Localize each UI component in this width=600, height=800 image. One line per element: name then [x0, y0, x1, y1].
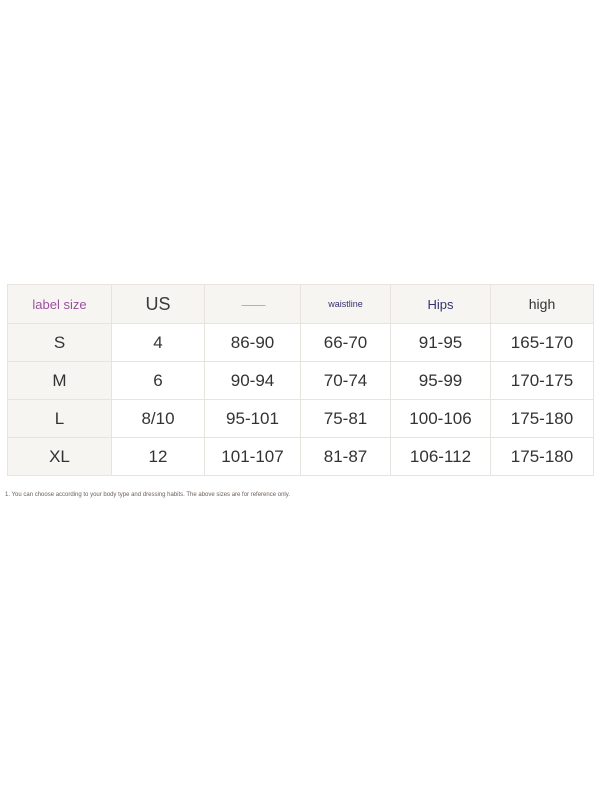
table-cell: 70-74 — [300, 361, 391, 400]
table-cell: 175-180 — [490, 399, 594, 438]
table-cell: 4 — [111, 323, 205, 362]
table-cell: 8/10 — [111, 399, 205, 438]
table-row-s: S 4 86-90 66-70 91-95 165-170 — [7, 323, 594, 362]
table-cell: 95-99 — [390, 361, 491, 400]
table-cell: 66-70 — [300, 323, 391, 362]
column-header-label-size: label size — [7, 284, 112, 324]
column-header-waistline: waistline — [300, 284, 391, 324]
dash-line: —— — [204, 284, 301, 324]
size-chart: label size US —— waistline Hips high S 4… — [7, 284, 594, 476]
table-cell: 170-175 — [490, 361, 594, 400]
table-cell: 100-106 — [390, 399, 491, 438]
row-header-cell: L — [7, 399, 112, 438]
header-row: label size US —— waistline Hips high — [7, 284, 594, 324]
table-row-xl: XL 12 101-107 81-87 106-112 175-180 — [7, 437, 594, 476]
table-cell: 12 — [111, 437, 205, 476]
table-row-l: L 8/10 95-101 75-81 100-106 175-180 — [7, 399, 594, 438]
table-cell: 86-90 — [204, 323, 301, 362]
table-cell: 6 — [111, 361, 205, 400]
table-cell: 95-101 — [204, 399, 301, 438]
column-header-hips: Hips — [390, 284, 491, 324]
table-cell: 101-107 — [204, 437, 301, 476]
table-cell: 90-94 — [204, 361, 301, 400]
table-cell: 175-180 — [490, 437, 594, 476]
footnote-text: 1. You can choose according to your body… — [5, 492, 290, 498]
size-chart-table: label size US —— waistline Hips high S 4… — [7, 284, 594, 476]
column-header-high: high — [490, 284, 594, 324]
row-header-cell: XL — [7, 437, 112, 476]
row-header-cell: M — [7, 361, 112, 400]
table-cell: 106-112 — [390, 437, 491, 476]
table-cell: 75-81 — [300, 399, 391, 438]
column-header-us: US — [111, 284, 205, 324]
table-cell: 81-87 — [300, 437, 391, 476]
table-row-m: M 6 90-94 70-74 95-99 170-175 — [7, 361, 594, 400]
table-cell: 165-170 — [490, 323, 594, 362]
row-header-cell: S — [7, 323, 112, 362]
table-cell: 91-95 — [390, 323, 491, 362]
